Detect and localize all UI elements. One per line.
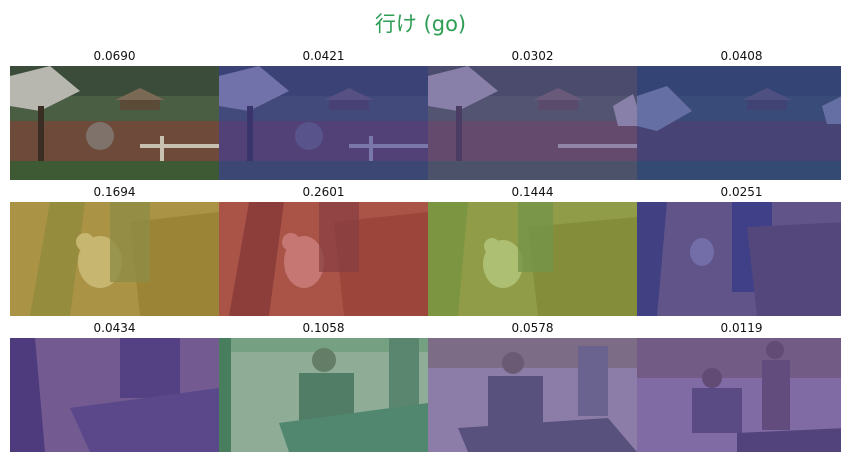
attention-overlay	[10, 338, 219, 452]
attention-overlay	[219, 338, 428, 452]
video-frame	[219, 338, 428, 452]
score-label: 0.1694	[93, 185, 136, 199]
attention-overlay	[219, 202, 428, 316]
attention-overlay	[10, 202, 219, 316]
video-frame	[428, 338, 637, 452]
score-label: 0.0434	[93, 321, 136, 335]
score-label: 0.0408	[720, 49, 763, 63]
video-frame	[219, 66, 428, 180]
video-frame	[219, 202, 428, 316]
score-label: 0.1444	[511, 185, 554, 199]
score-label: 0.0119	[720, 321, 763, 335]
score-label: 0.0690	[93, 49, 136, 63]
score-label: 0.0251	[720, 185, 763, 199]
men-scene-image	[428, 338, 637, 452]
video-frame	[428, 202, 637, 316]
video-frame	[10, 338, 219, 452]
attention-overlay	[428, 338, 637, 452]
frame-grid: 0.0690 0.0421	[10, 48, 841, 452]
attention-overlay	[637, 66, 841, 180]
men-scene-image	[219, 338, 428, 452]
score-label: 0.2601	[302, 185, 345, 199]
score-label: 0.0578	[511, 321, 554, 335]
attention-overlay	[637, 338, 841, 452]
video-frame	[637, 202, 841, 316]
score-label: 0.0302	[511, 49, 554, 63]
attention-overlay	[428, 66, 637, 180]
village-scene-image	[10, 66, 219, 180]
attention-overlay	[219, 66, 428, 180]
video-frame	[10, 66, 219, 180]
attention-overlay	[10, 66, 219, 180]
video-frame	[428, 66, 637, 180]
video-frame	[10, 202, 219, 316]
video-frame	[637, 66, 841, 180]
attention-overlay	[428, 202, 637, 316]
figure-title: 行け (go)	[374, 12, 467, 36]
video-frame	[637, 338, 841, 452]
score-label: 0.1058	[302, 321, 345, 335]
score-label: 0.0421	[302, 49, 345, 63]
attention-overlay	[637, 202, 841, 316]
